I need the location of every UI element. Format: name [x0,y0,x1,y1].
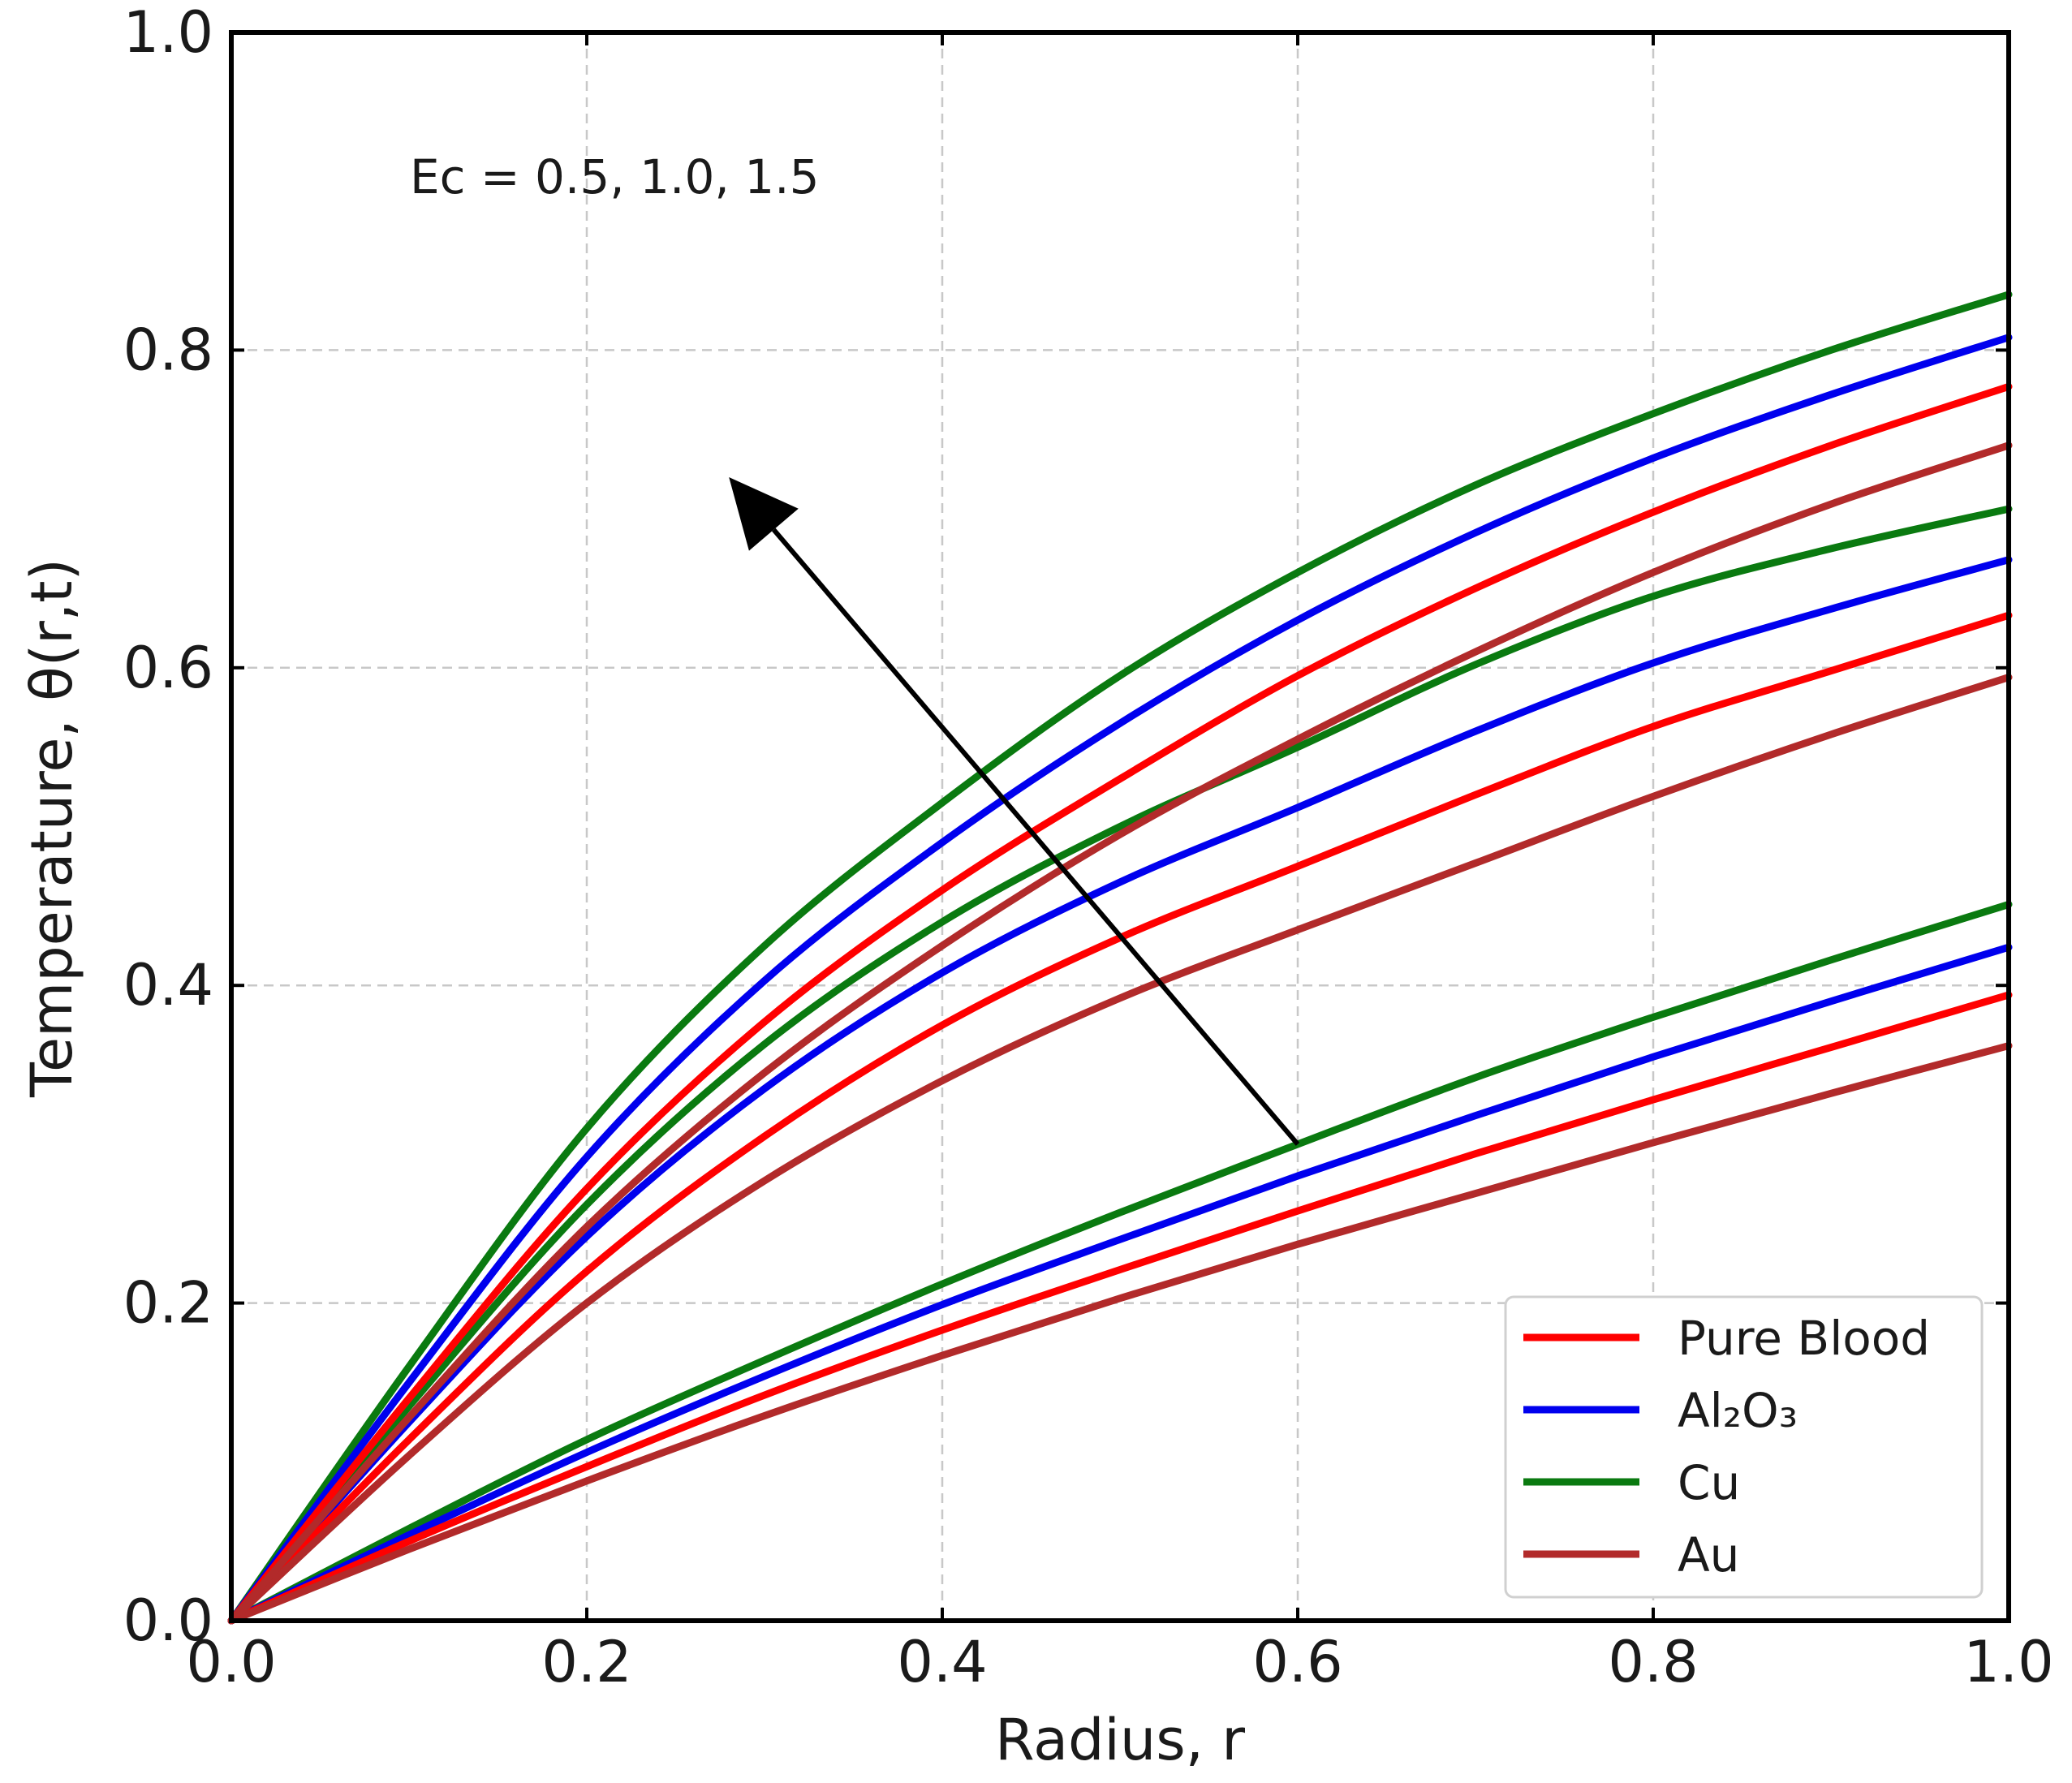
increasing-ec-arrow [729,476,1300,1146]
legend-box [1504,1295,1984,1599]
axis-ticks: 0.0 0.2 0.4 0.6 0.8 1.0 0.0 0.2 0.4 0.6 0.8 1.0 [123,0,2054,1695]
series-line-al-o--ec-1-5 [227,334,2013,1625]
y-tick-label: 1.0 [123,0,213,66]
x-tick-label: 0.4 [897,1629,987,1695]
y-tick-label: 0.0 [123,1587,213,1654]
plot-frame [229,30,2011,1623]
series-line-au-ec-1-5 [227,441,2013,1625]
series-line-au-ec-0-5 [227,1042,2013,1625]
x-tick-label: 0.8 [1608,1629,1698,1695]
series-line-pure-blood-ec-1-5 [227,382,2013,1625]
arrow-head [729,476,799,551]
y-tick-label: 0.4 [123,952,213,1019]
series-line-pure-blood-ec-0-5 [227,991,2013,1625]
series-line-au-ec-1 [227,674,2013,1625]
x-tick-label: 0.0 [186,1629,276,1695]
x-axis-title: Radius, r [995,1707,1245,1773]
y-tick-label: 0.2 [123,1270,213,1337]
series-line-cu-ec-1-5 [227,291,2013,1625]
series-line-al-o--ec-0-5 [227,943,2013,1625]
legend: Pure Blood Al₂O₃ Cu Au [1504,1295,1984,1599]
legend-label-al-o-: Al₂O₃ [1678,1383,1798,1438]
series-line-al-o--ec-1 [227,556,2013,1625]
legend-label-cu: Cu [1678,1455,1740,1510]
x-tick-label: 0.6 [1252,1629,1342,1695]
series-line-cu-ec-0-5 [227,900,2013,1625]
x-tick-label: 0.2 [541,1629,631,1695]
arrow-shaft [772,528,1300,1146]
y-axis-title: Temperature, θ(r,t) [19,558,85,1098]
legend-label-pure-blood: Pure Blood [1678,1311,1930,1366]
series-line-pure-blood-ec-1 [227,611,2013,1625]
series-lines [227,291,2013,1625]
y-tick-label: 0.8 [123,317,213,383]
y-tick-label: 0.6 [123,635,213,701]
series-line-cu-ec-1 [227,505,2013,1625]
x-tick-label: 1.0 [1963,1629,2053,1695]
legend-label-au: Au [1678,1527,1739,1583]
ec-annotation: Ec = 0.5, 1.0, 1.5 [410,149,819,205]
